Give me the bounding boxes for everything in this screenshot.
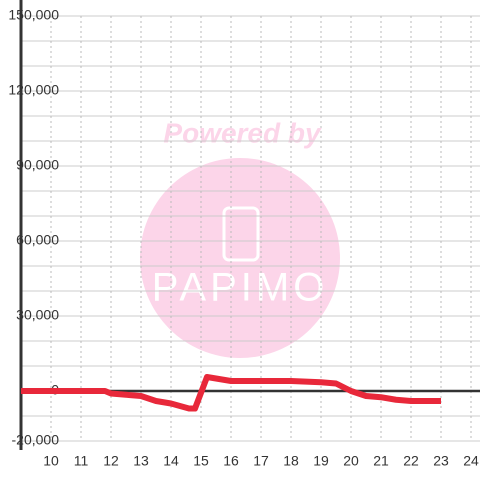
x-tick-label: 19 <box>313 453 329 469</box>
x-tick-label: 21 <box>373 453 389 469</box>
x-tick-label: 22 <box>403 453 419 469</box>
x-tick-label: 13 <box>133 453 149 469</box>
y-tick-label: 60,000 <box>16 232 59 248</box>
x-tick-label: 18 <box>283 453 299 469</box>
watermark: Powered by PAPIMO <box>140 117 340 358</box>
x-tick-label: 11 <box>74 453 89 469</box>
y-tick-label: 150,000 <box>8 7 59 23</box>
watermark-phone <box>222 206 260 262</box>
x-tick-label: 16 <box>223 453 239 469</box>
y-tick-label: 90,000 <box>16 157 59 173</box>
y-tick-label: 120,000 <box>8 82 59 98</box>
x-tick-label: 17 <box>253 453 269 469</box>
x-tick-label: 14 <box>163 453 179 469</box>
x-tick-label: 15 <box>193 453 209 469</box>
data-line <box>21 374 441 412</box>
x-tick-label: 23 <box>433 453 449 469</box>
watermark-circle <box>140 158 340 358</box>
x-tick-label: 24 <box>463 453 479 469</box>
y-tick-label: -20,000 <box>12 432 60 448</box>
x-tick-label: 10 <box>43 453 59 469</box>
watermark-logo: PAPIMO <box>152 266 329 310</box>
x-tick-label: 12 <box>103 453 119 469</box>
x-tick-label: 20 <box>343 453 359 469</box>
watermark-text: Powered by <box>163 117 322 148</box>
y-tick-label: 30,000 <box>16 307 59 323</box>
